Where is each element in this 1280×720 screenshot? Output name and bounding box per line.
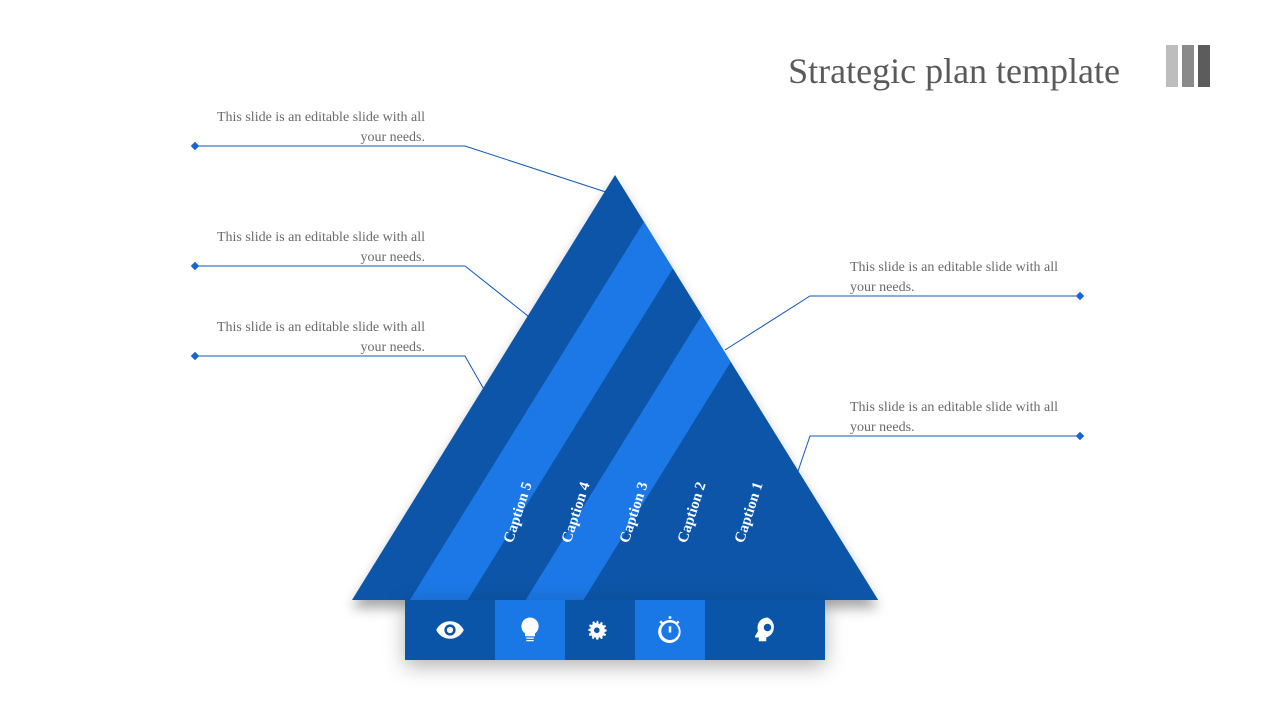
- decor-bar: [1166, 45, 1178, 87]
- icon-tab-row: [405, 600, 825, 660]
- head-gear-icon: [705, 600, 825, 660]
- callout-text: This slide is an editable slide with all…: [850, 398, 1070, 437]
- pyramid-slice-label: Caption 3: [617, 480, 653, 545]
- decor-bar: [1198, 45, 1210, 87]
- bulb-icon: [495, 600, 565, 660]
- gears-icon: [565, 600, 635, 660]
- pyramid-slice-label: Caption 2: [675, 480, 711, 545]
- stopwatch-icon: [635, 600, 705, 660]
- title-decor-bars: [1166, 45, 1210, 87]
- callout-text: This slide is an editable slide with all…: [850, 258, 1070, 297]
- pyramid-slice-label: Caption 4: [559, 480, 595, 545]
- pyramid-slice-label: Caption 5: [501, 480, 537, 545]
- callout-text: This slide is an editable slide with all…: [205, 228, 425, 267]
- page-title: Strategic plan template: [788, 50, 1120, 92]
- pyramid-slice-label: Caption 1: [732, 480, 768, 545]
- decor-bar: [1182, 45, 1194, 87]
- callout-text: This slide is an editable slide with all…: [205, 108, 425, 147]
- callout-text: This slide is an editable slide with all…: [205, 318, 425, 357]
- eye-icon: [405, 600, 495, 660]
